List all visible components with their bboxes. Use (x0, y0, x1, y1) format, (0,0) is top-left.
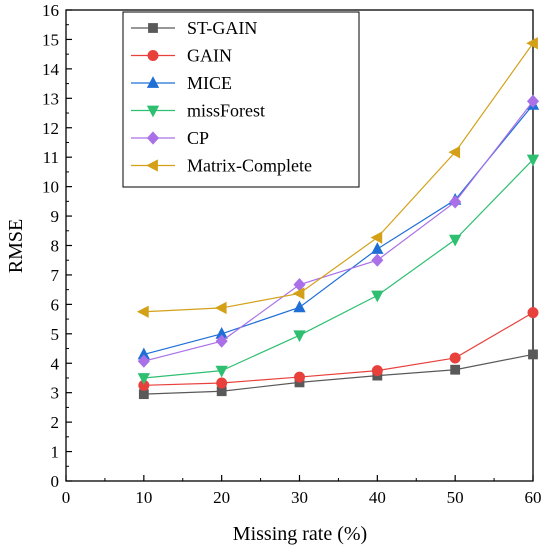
series-line-cp (143, 100, 534, 362)
data-point-cp (449, 195, 462, 209)
data-point-gain (293, 371, 305, 383)
legend-marker-matrix-complete (146, 159, 158, 172)
y-tick-label: 9 (51, 207, 60, 226)
data-point-cp (137, 354, 150, 368)
y-tick-label: 0 (51, 472, 60, 491)
data-point-missforest (526, 154, 540, 167)
series-line-matrix-complete (143, 42, 534, 313)
series-line-st-gain (143, 353, 534, 395)
legend-marker-st-gain (148, 23, 158, 33)
legend-marker-missforest (146, 105, 160, 118)
x-tick-label: 50 (447, 488, 464, 507)
data-point-missforest (371, 290, 384, 303)
x-tick-label: 40 (369, 488, 386, 507)
y-tick-label: 6 (51, 295, 60, 314)
data-point-missforest (137, 373, 150, 385)
legend-label-matrix-complete: Matrix-Complete (187, 156, 312, 176)
x-axis-title: Missing rate (%) (233, 523, 367, 545)
data-point-gain (216, 377, 228, 389)
series-line-missforest (143, 159, 534, 379)
legend-marker-gain (147, 50, 159, 62)
data-point-cp (371, 253, 384, 267)
x-tick-label: 0 (62, 488, 71, 507)
data-point-matrix-complete (214, 301, 227, 315)
legend-marker-cp (146, 131, 160, 145)
legend-label-gain: GAIN (187, 46, 232, 66)
y-tick-label: 5 (51, 325, 60, 344)
y-tick-label: 13 (42, 89, 59, 108)
data-point-matrix-complete (292, 287, 305, 300)
series-gain (138, 307, 539, 391)
data-point-matrix-complete (370, 231, 383, 244)
legend-label-st-gain: ST-GAIN (187, 18, 257, 38)
data-point-mice (371, 242, 384, 254)
x-tick-label: 10 (135, 488, 152, 507)
y-tick-label: 1 (51, 443, 60, 462)
data-point-gain (527, 307, 539, 319)
legend: ST-GAIN GAIN MICE missForest CP Matrix-Comple… (122, 11, 360, 188)
series-line-mice (143, 104, 534, 355)
y-tick-label: 16 (42, 1, 59, 20)
data-point-matrix-complete (448, 146, 461, 159)
data-point-missforest (449, 234, 462, 247)
y-tick-label: 12 (42, 119, 59, 138)
data-point-cp (215, 334, 228, 348)
y-tick-label: 7 (51, 266, 60, 285)
data-point-matrix-complete (136, 305, 149, 318)
legend-label-missforest: missForest (187, 101, 265, 121)
y-tick-label: 15 (42, 30, 59, 49)
y-tick-label: 3 (51, 384, 60, 403)
series-layer (136, 37, 540, 400)
x-tick-label: 30 (291, 488, 308, 507)
data-point-mice (293, 300, 306, 313)
x-tick-label: 20 (213, 488, 230, 507)
y-axis-title: RMSE (5, 219, 27, 273)
y-tick-label: 14 (42, 60, 60, 79)
data-point-cp (526, 94, 540, 108)
y-tick-label: 8 (51, 237, 60, 256)
data-point-missforest (215, 365, 228, 378)
legend-box (122, 11, 360, 188)
data-point-gain (371, 365, 383, 377)
data-point-st-gain (528, 349, 538, 360)
series-line-gain (143, 312, 534, 386)
y-tick-label: 4 (51, 354, 60, 373)
series-missforest (137, 154, 540, 385)
legend-label-cp: CP (187, 128, 209, 148)
y-tick-label: 2 (51, 413, 60, 432)
legend-label-mice: MICE (187, 73, 232, 93)
data-point-matrix-complete (526, 37, 538, 50)
data-point-gain (449, 352, 461, 364)
y-tick-label: 10 (42, 178, 59, 197)
data-point-missforest (293, 330, 306, 343)
legend-marker-mice (146, 76, 160, 88)
y-tick-label: 11 (43, 148, 59, 167)
series-cp (137, 94, 540, 368)
data-point-st-gain (138, 389, 149, 400)
series-matrix-complete (136, 37, 538, 318)
data-point-st-gain (450, 364, 461, 375)
x-tick-label: 60 (525, 488, 542, 507)
